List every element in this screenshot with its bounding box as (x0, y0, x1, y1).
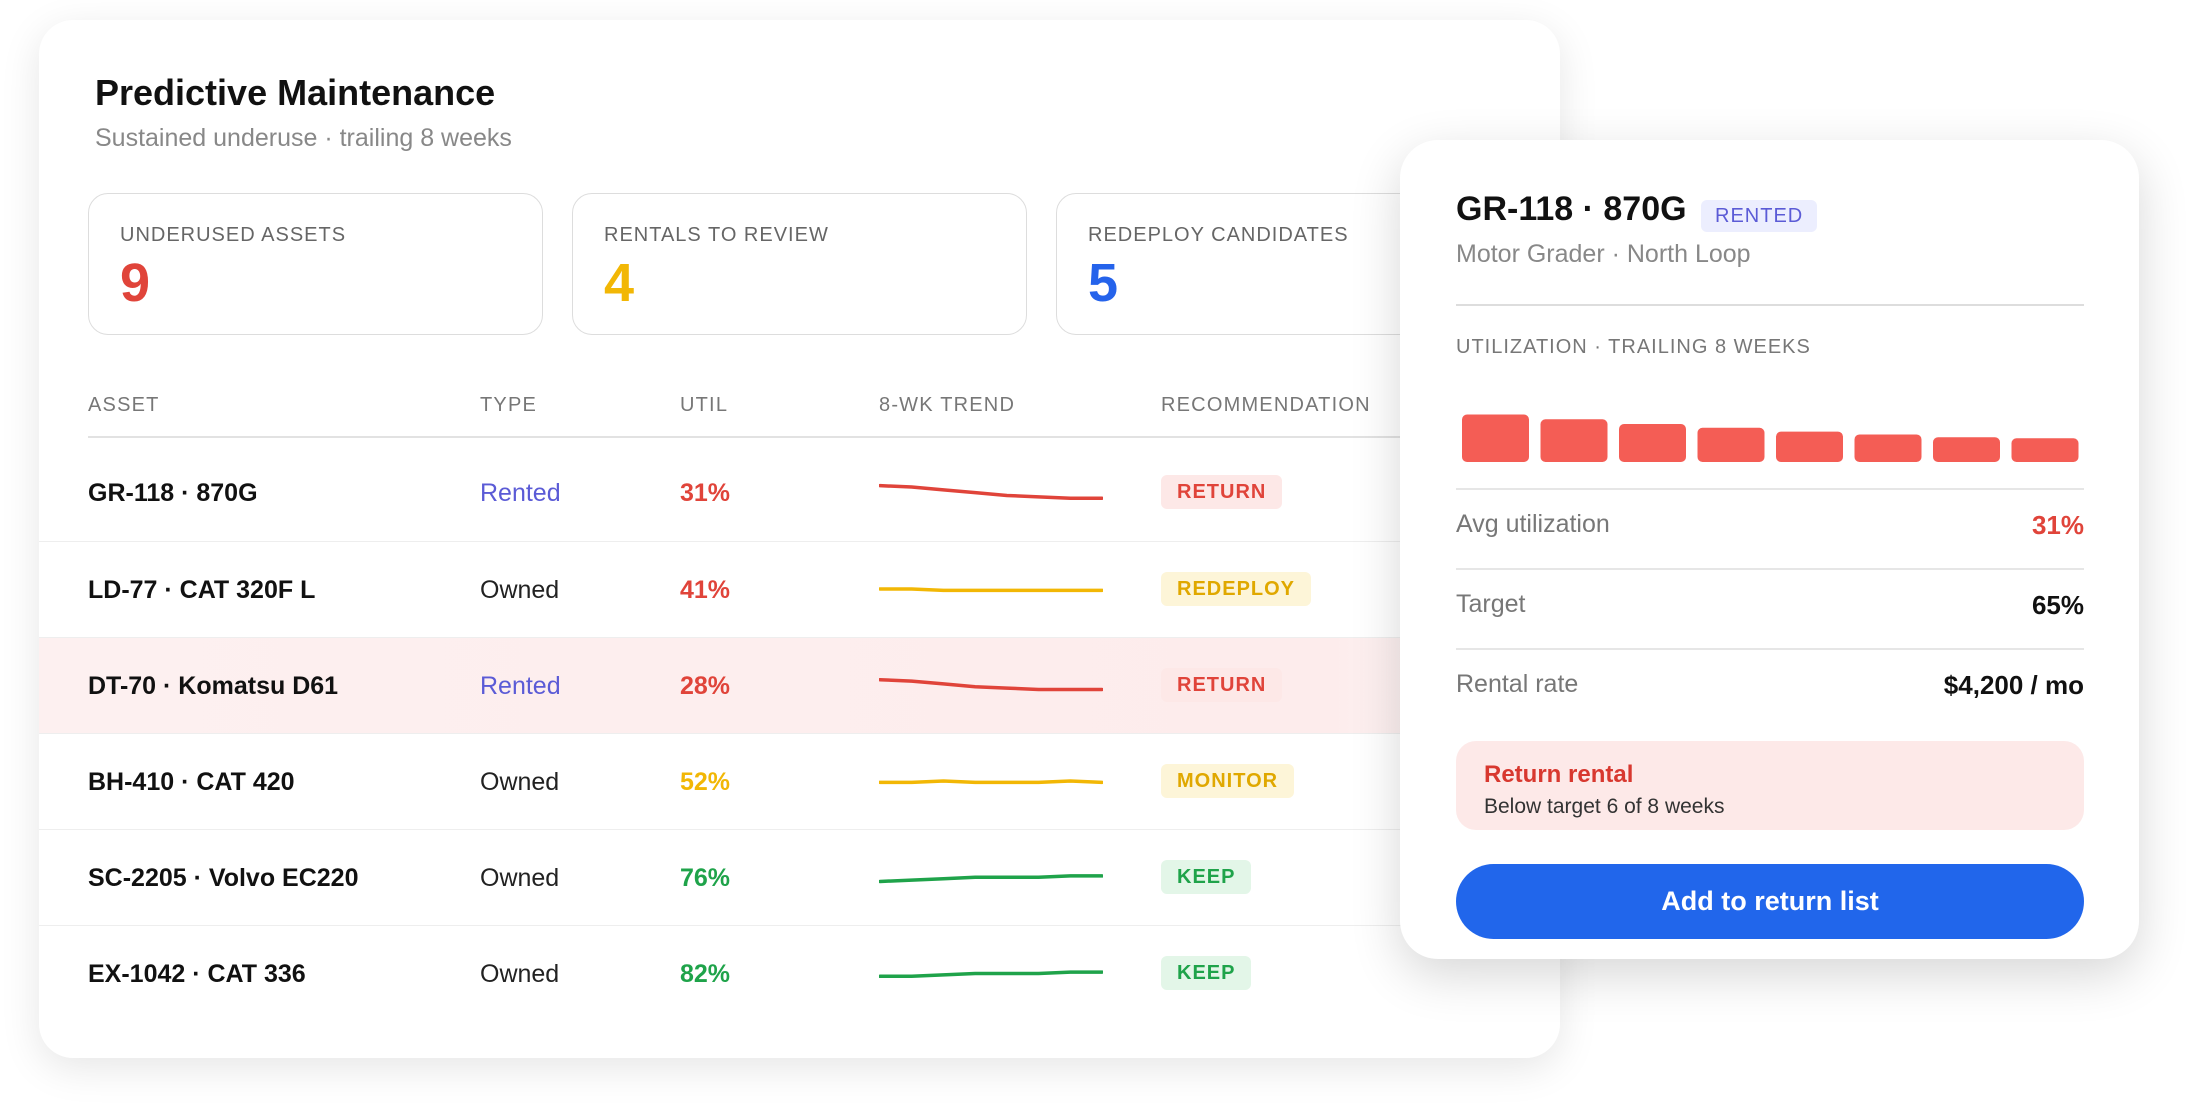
sparkline (879, 779, 1103, 785)
trend-line (879, 677, 1103, 692)
kpi-card: RENTALS TO REVIEW 4 (572, 193, 1027, 335)
asset-type: Owned (480, 960, 560, 988)
asset: DT-70 · Komatsu D61 (88, 672, 339, 700)
kpi-value: 4 (604, 253, 635, 313)
sparkline (879, 483, 1103, 500)
sparkline (879, 587, 1103, 593)
table-row: GR-118 · 870G Rented 31% RETURN (39, 445, 1560, 541)
column-header: ASSET (88, 394, 160, 416)
table-row: LD-77 · CAT 320F L Owned 41% REDEPLOY (39, 541, 1560, 638)
kpi-label: UNDERUSED ASSETS (120, 224, 347, 246)
asset-type: Owned (480, 864, 560, 892)
asset-type: Owned (480, 576, 560, 604)
trend-line (879, 587, 1103, 593)
stat-value: 65% (2031, 590, 2084, 620)
kpi-label: REDEPLOY CANDIDATES (1088, 224, 1349, 246)
recommendation-badge: MONITOR (1161, 764, 1295, 798)
table-row: BH-410 · CAT 420 Owned 52% MONITOR (39, 733, 1560, 830)
util-bar (1776, 431, 1843, 462)
trend-line (879, 483, 1103, 500)
divider (1456, 488, 2084, 490)
util-bar (1540, 419, 1608, 462)
column-header: RECOMMENDATION (1161, 394, 1371, 416)
stat-value: $4,200 / mo (1943, 670, 2084, 700)
panel-subtitle: Motor Grader · North Loop (1456, 240, 1751, 268)
util: 28% (680, 672, 731, 700)
asset: EX-1042 · CAT 336 (88, 960, 306, 988)
column-header: TYPE (480, 394, 538, 416)
alert-title: Return rental (1484, 761, 1634, 788)
stat-label: Avg utilization (1456, 510, 1610, 538)
sparkline (879, 677, 1103, 692)
table-row: DT-70 · Komatsu D61 Rented 28% RETURN (39, 637, 1560, 734)
title: Predictive Maintenance (95, 72, 496, 113)
util-bar (2011, 438, 2079, 462)
recommendation-badge: RETURN (1161, 475, 1283, 509)
trend-line (879, 970, 1103, 979)
alert-text: Below target 6 of 8 weeks (1484, 795, 1725, 818)
util: 31% (680, 479, 731, 507)
asset-type: Rented (480, 672, 561, 700)
panel-title: GR-118 · 870G (1456, 190, 1687, 228)
stat-label: Rental rate (1456, 670, 1579, 698)
asset-type: Owned (480, 768, 560, 796)
util-bar (1854, 434, 1922, 462)
util-bar (1697, 427, 1765, 462)
util: 76% (680, 864, 731, 892)
recommendation-badge: KEEP (1161, 860, 1252, 894)
header-rule (88, 436, 1560, 438)
divider (1456, 304, 2084, 306)
util-bar (1933, 437, 2000, 462)
kpi-card: UNDERUSED ASSETS 9 (88, 193, 543, 335)
stat-label: Target (1456, 590, 1526, 618)
panel-badge: RENTED (1701, 200, 1818, 232)
asset: GR-118 · 870G (88, 479, 258, 507)
kpi-value: 5 (1088, 253, 1119, 313)
recommendation-badge: REDEPLOY (1161, 572, 1312, 606)
add-button[interactable]: Add to return list (1456, 864, 2084, 939)
util: 82% (680, 960, 731, 988)
detail-panel: GR-118 · 870G RENTED Motor Grader · Nort… (1400, 140, 2139, 959)
sparkline (879, 874, 1103, 884)
subtitle: Sustained underuse · trailing 8 weeks (95, 124, 512, 152)
divider (1456, 568, 2084, 570)
trend-line (879, 779, 1103, 785)
util-bar (1462, 414, 1529, 462)
main-card: Predictive Maintenance Sustained underus… (39, 20, 1560, 1058)
column-header: 8-WK TREND (879, 394, 1016, 416)
util: 52% (680, 768, 731, 796)
kpi-value: 9 (120, 253, 151, 313)
table-row: SC-2205 · Volvo EC220 Owned 76% KEEP (39, 829, 1560, 926)
table-row: EX-1042 · CAT 336 Owned 82% KEEP (39, 925, 1560, 1022)
divider (1456, 648, 2084, 650)
section-label: UTILIZATION · TRAILING 8 WEEKS (1456, 336, 1811, 358)
asset: LD-77 · CAT 320F L (88, 576, 316, 604)
util-bars (1462, 414, 2079, 462)
stat-value: 31% (2031, 510, 2084, 540)
trend-line (879, 874, 1103, 884)
kpi-label: RENTALS TO REVIEW (604, 224, 829, 246)
kpi-card: REDEPLOY CANDIDATES 5 (1056, 193, 1511, 335)
asset-type: Rented (480, 479, 561, 507)
recommendation-badge: RETURN (1161, 668, 1283, 702)
util: 41% (680, 576, 731, 604)
asset: BH-410 · CAT 420 (88, 768, 295, 796)
sparkline (879, 970, 1103, 979)
column-header: UTIL (680, 394, 729, 416)
recommendation-badge: KEEP (1161, 956, 1252, 990)
alert: Return rental Below target 6 of 8 weeks (1456, 741, 2084, 830)
util-bar (1619, 424, 1686, 462)
asset: SC-2205 · Volvo EC220 (88, 864, 359, 892)
